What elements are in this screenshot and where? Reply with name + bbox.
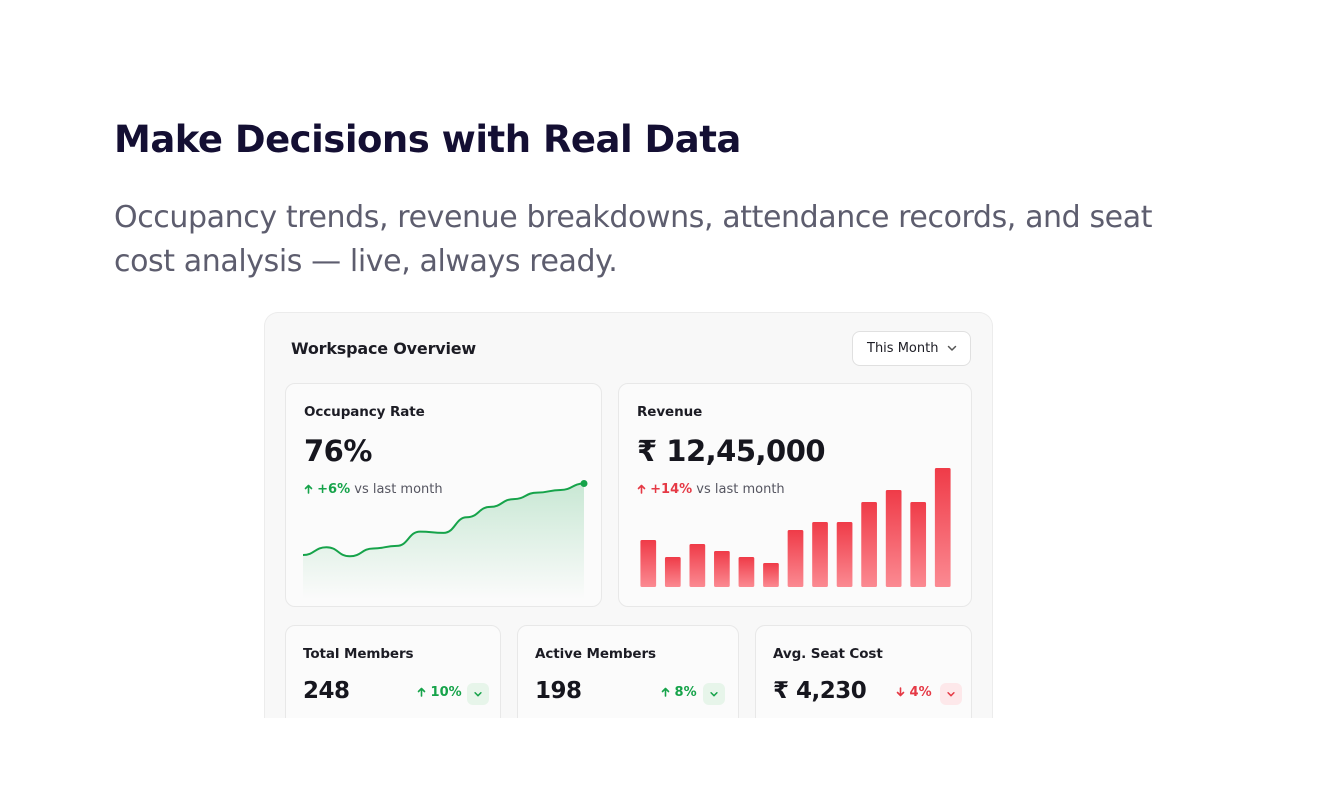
arrow-up-icon xyxy=(661,687,670,697)
total-members-label: Total Members xyxy=(303,646,414,662)
revenue-bar xyxy=(885,490,902,587)
revenue-bar xyxy=(812,522,828,587)
arrow-up-icon xyxy=(417,687,426,697)
revenue-bar xyxy=(910,502,927,587)
avg-seat-cost-expand[interactable] xyxy=(940,683,962,705)
date-range-value: This Month xyxy=(867,341,939,356)
chevron-down-icon xyxy=(710,692,718,697)
revenue-card[interactable]: Revenue ₹ 12,45,000 +14% vs last month xyxy=(618,383,972,607)
workspace-overview-panel: Workspace Overview This Month Occupancy … xyxy=(264,312,993,718)
occupancy-label: Occupancy Rate xyxy=(304,404,425,420)
revenue-bar xyxy=(763,563,779,587)
revenue-bar xyxy=(689,544,706,587)
occupancy-delta: +6% vs last month xyxy=(304,482,443,497)
occupancy-card[interactable]: Occupancy Rate 76% +6% vs last month xyxy=(285,383,602,607)
avg-seat-cost-delta-value: 4% xyxy=(909,685,932,700)
active-members-delta: 8% xyxy=(661,685,697,700)
occupancy-delta-value: +6% xyxy=(317,482,351,497)
revenue-bar xyxy=(738,557,755,587)
occupancy-point xyxy=(580,480,588,487)
revenue-bar xyxy=(664,557,681,587)
chevron-down-icon xyxy=(947,692,955,697)
revenue-bar xyxy=(934,468,951,587)
active-members-label: Active Members xyxy=(535,646,656,662)
revenue-delta-value: +14% xyxy=(650,482,693,497)
occupancy-trend-chart xyxy=(302,480,588,599)
avg-seat-cost-value: ₹ 4,230 xyxy=(773,678,867,704)
occupancy-comparison: vs last month xyxy=(354,482,443,497)
hero-title: Make Decisions with Real Data xyxy=(114,118,741,161)
total-members-delta-value: 10% xyxy=(430,685,462,700)
arrow-up-icon xyxy=(304,484,313,494)
revenue-bar xyxy=(714,551,730,587)
panel-title: Workspace Overview xyxy=(291,339,477,358)
total-members-delta: 10% xyxy=(417,685,462,700)
occupancy-area xyxy=(303,483,584,599)
avg-seat-cost-delta: 4% xyxy=(896,685,932,700)
active-members-card[interactable]: Active Members 198 8% xyxy=(517,625,739,718)
occupancy-line xyxy=(302,482,585,558)
total-members-card[interactable]: Total Members 248 10% xyxy=(285,625,501,718)
revenue-bar xyxy=(861,502,877,587)
date-range-select[interactable]: This Month xyxy=(852,331,971,366)
occupancy-value: 76% xyxy=(304,434,372,468)
revenue-comparison: vs last month xyxy=(696,482,785,497)
active-members-delta-value: 8% xyxy=(674,685,697,700)
arrow-up-icon xyxy=(637,484,646,494)
avg-seat-cost-label: Avg. Seat Cost xyxy=(773,646,883,662)
active-members-value: 198 xyxy=(535,678,582,704)
revenue-bar xyxy=(640,540,657,587)
active-members-expand[interactable] xyxy=(703,683,725,705)
revenue-delta: +14% vs last month xyxy=(637,482,785,497)
revenue-bar xyxy=(787,530,804,587)
chevron-down-icon xyxy=(947,345,957,351)
chevron-down-icon xyxy=(474,692,482,697)
revenue-bar-chart xyxy=(640,468,951,587)
total-members-expand[interactable] xyxy=(467,683,489,705)
arrow-down-icon xyxy=(896,687,905,697)
total-members-value: 248 xyxy=(303,678,350,704)
revenue-value: ₹ 12,45,000 xyxy=(637,434,826,468)
revenue-label: Revenue xyxy=(637,404,703,420)
avg-seat-cost-card[interactable]: Avg. Seat Cost ₹ 4,230 4% xyxy=(755,625,972,718)
hero-subtitle: Occupancy trends, revenue breakdowns, at… xyxy=(114,200,1153,279)
revenue-bar xyxy=(836,522,853,587)
